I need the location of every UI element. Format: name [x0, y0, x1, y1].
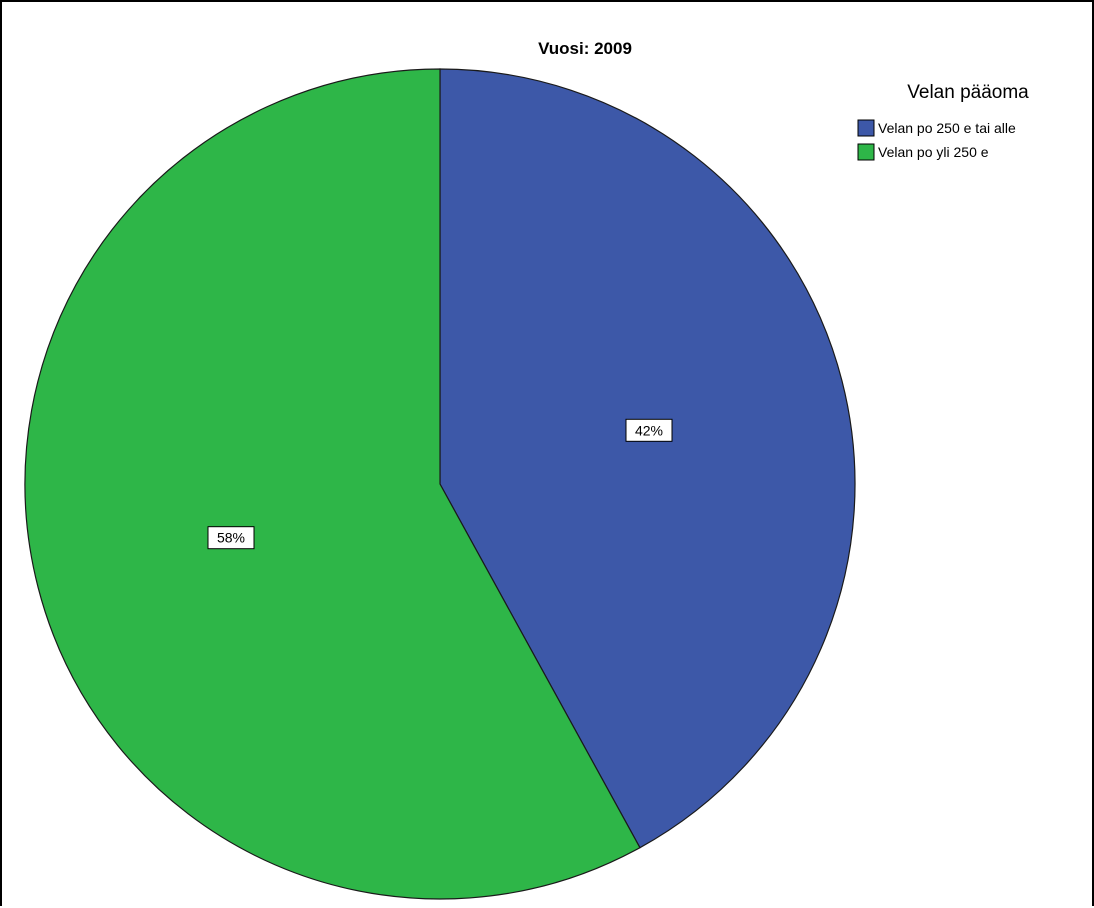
- legend-label: Velan po 250 e tai alle: [878, 120, 1016, 136]
- legend-items: Velan po 250 e tai alle Velan po yli 250 …: [857, 119, 1016, 161]
- pie-slice-1: [439, 68, 856, 849]
- pie-slices: [24, 68, 856, 900]
- data-label-box: [207, 526, 255, 550]
- legend-item-2: Velan po yli 250 e: [857, 143, 989, 161]
- data-label-2: 58%: [207, 526, 255, 550]
- data-label-1: 42%: [625, 418, 673, 442]
- pie-data-labels: 42% 58%: [207, 418, 673, 550]
- legend-label: Velan po yli 250 e: [878, 144, 989, 160]
- legend-swatch: [857, 119, 875, 137]
- legend: Velan pääoma Velan po 250 e tai alleVela…: [857, 82, 1029, 161]
- data-label-box: [625, 418, 673, 442]
- data-label-text: 42%: [635, 422, 663, 438]
- pie-slice-2: [24, 68, 641, 900]
- legend-item-1: Velan po 250 e tai alle: [857, 119, 1016, 137]
- legend-swatch: [857, 143, 875, 161]
- chart-title: Vuosi: 2009: [538, 39, 632, 58]
- data-label-text: 58%: [217, 530, 245, 546]
- legend-title: Velan pääoma: [907, 82, 1029, 103]
